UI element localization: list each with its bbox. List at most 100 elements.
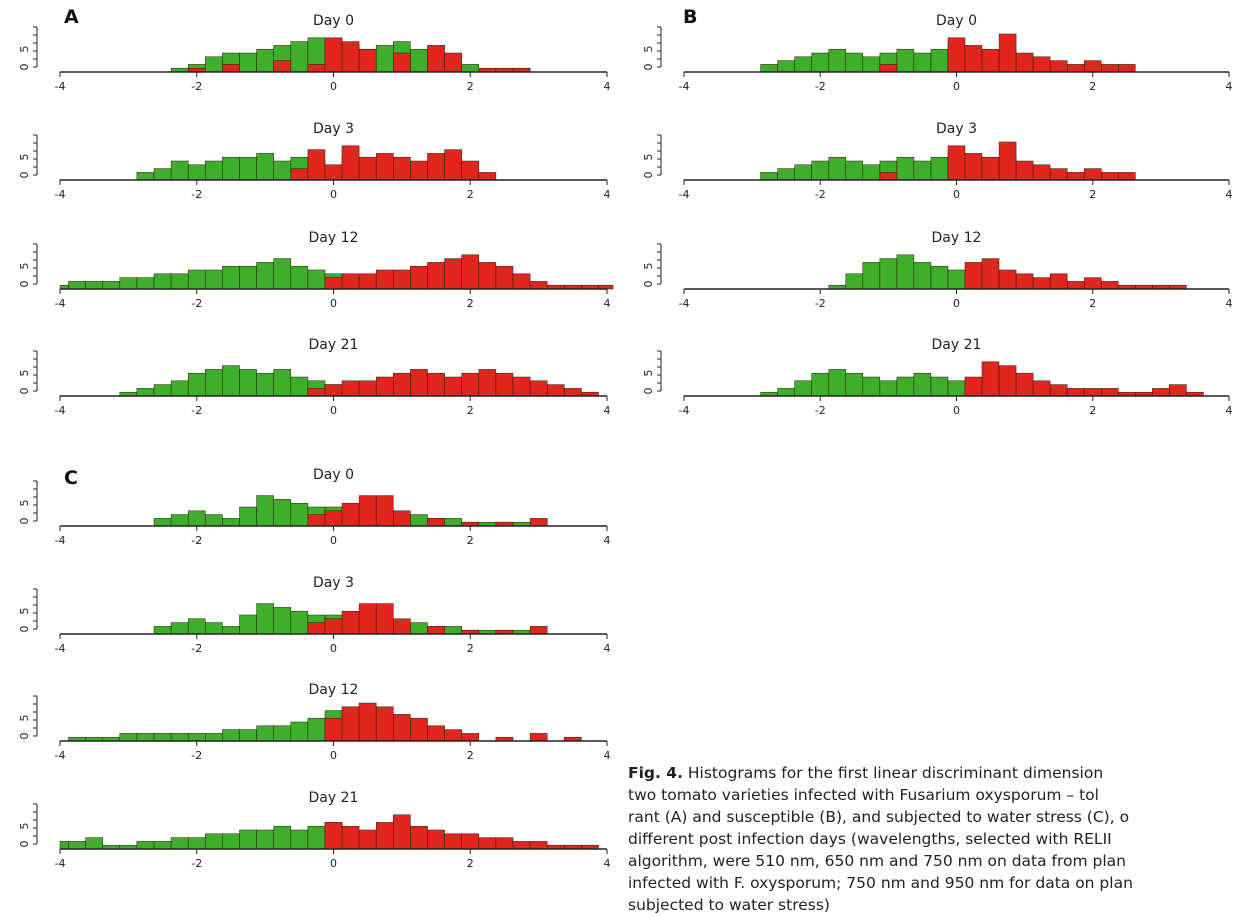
y-tick-label: 5 bbox=[18, 154, 31, 161]
bar-green bbox=[760, 64, 778, 73]
bar-green bbox=[256, 829, 274, 850]
bar-green bbox=[290, 721, 309, 742]
bar-green bbox=[273, 258, 292, 290]
bar-green bbox=[794, 56, 812, 73]
bar-red bbox=[444, 149, 462, 181]
bar-red bbox=[478, 837, 497, 850]
bar-red bbox=[341, 380, 360, 397]
bar-green bbox=[913, 160, 932, 181]
x-tick-label: 4 bbox=[604, 80, 611, 93]
bar-green bbox=[153, 384, 172, 397]
x-tick-label: -4 bbox=[679, 404, 690, 417]
bar-red bbox=[324, 822, 343, 850]
bar-green bbox=[239, 729, 257, 742]
bar-red bbox=[307, 622, 326, 635]
bar-green bbox=[777, 60, 795, 73]
bar-green bbox=[862, 164, 881, 181]
bar-red bbox=[529, 518, 548, 527]
bar-red bbox=[529, 841, 548, 850]
bar-red bbox=[358, 702, 377, 742]
bar-green bbox=[239, 829, 257, 850]
bar-red bbox=[1015, 273, 1034, 290]
caption-line-6: infected with F. oxysporum; 750 nm and 9… bbox=[628, 874, 1133, 892]
bar-green bbox=[896, 48, 915, 73]
bar-green bbox=[811, 160, 829, 181]
day-label: Day 3 bbox=[936, 121, 977, 137]
histogram-a-day-21: Day 21 -4 -2 0 2 4 0 5 bbox=[18, 337, 611, 417]
bar-green bbox=[187, 510, 206, 527]
histogram-b-day-0: Day 0 -4 -2 0 2 4 0 5 bbox=[642, 13, 1233, 93]
y-tick-label: 0 bbox=[18, 518, 31, 525]
bar-red bbox=[393, 156, 411, 181]
bar-green bbox=[205, 56, 223, 73]
bar-green bbox=[205, 733, 223, 742]
bar-red bbox=[964, 376, 983, 397]
y-tick-label: 0 bbox=[642, 388, 655, 395]
bar-red bbox=[375, 603, 394, 635]
day-label: Day 3 bbox=[313, 121, 354, 137]
caption-line-4: different post infection days (wavelengt… bbox=[628, 830, 1112, 848]
bar-green bbox=[256, 725, 274, 742]
x-tick-label: -4 bbox=[55, 80, 66, 93]
x-tick-label: 0 bbox=[330, 857, 337, 870]
bar-green bbox=[187, 269, 206, 290]
bar-red bbox=[341, 706, 360, 742]
day-label: Day 3 bbox=[313, 575, 354, 591]
y-tick-label: 5 bbox=[18, 263, 31, 270]
bar-red bbox=[879, 64, 898, 73]
x-tick-label: 4 bbox=[604, 534, 611, 547]
x-tick-label: 0 bbox=[330, 297, 337, 310]
x-tick-label: 2 bbox=[467, 80, 474, 93]
bar-green bbox=[375, 45, 394, 73]
x-tick-label: 0 bbox=[953, 188, 960, 201]
histogram-b-day-21: Day 21 -4 -2 0 2 4 0 5 bbox=[642, 337, 1233, 417]
bar-red bbox=[375, 706, 394, 742]
x-tick-label: 0 bbox=[330, 188, 337, 201]
histogram-b-day-3: Day 3 -4 -2 0 2 4 0 5 bbox=[642, 121, 1233, 201]
bar-red bbox=[1066, 388, 1085, 397]
bar-green bbox=[828, 156, 847, 181]
bar-green bbox=[290, 502, 309, 527]
bar-red bbox=[1083, 60, 1102, 73]
x-tick-label: -2 bbox=[191, 642, 202, 655]
x-tick-label: -2 bbox=[815, 80, 826, 93]
bar-red bbox=[478, 369, 497, 397]
bar-green bbox=[947, 269, 966, 290]
x-tick-label: 2 bbox=[1089, 404, 1096, 417]
x-tick-label: 0 bbox=[953, 80, 960, 93]
bar-red bbox=[1032, 56, 1051, 73]
bar-red bbox=[1049, 60, 1068, 73]
bar-green bbox=[205, 160, 223, 181]
y-tick-label: 0 bbox=[18, 172, 31, 179]
bar-green bbox=[913, 262, 932, 290]
x-tick-label: 2 bbox=[1089, 188, 1096, 201]
x-tick-label: 4 bbox=[604, 857, 611, 870]
bar-red bbox=[1032, 277, 1051, 290]
bar-green bbox=[136, 841, 155, 850]
bar-red bbox=[564, 388, 582, 397]
bar-green bbox=[187, 837, 206, 850]
x-tick-label: 0 bbox=[953, 297, 960, 310]
day-label: Day 0 bbox=[936, 13, 977, 29]
bar-green bbox=[879, 258, 898, 290]
y-tick-label: 5 bbox=[18, 500, 31, 507]
x-tick-label: -2 bbox=[191, 297, 202, 310]
bar-red bbox=[1032, 380, 1051, 397]
bar-red bbox=[341, 825, 360, 850]
bar-red bbox=[410, 160, 428, 181]
bar-red bbox=[1015, 372, 1034, 397]
x-tick-label: 2 bbox=[467, 857, 474, 870]
bar-green bbox=[187, 618, 206, 635]
bar-red bbox=[495, 265, 514, 290]
bar-red bbox=[981, 258, 1000, 290]
bar-red bbox=[410, 717, 428, 742]
x-tick-label: 2 bbox=[1089, 80, 1096, 93]
bar-red bbox=[324, 618, 343, 635]
bar-green bbox=[153, 626, 172, 635]
caption-line-1: Fig. 4. Histograms for the first linear … bbox=[628, 762, 1237, 784]
day-label: Day 12 bbox=[309, 682, 359, 698]
y-tick-label: 5 bbox=[642, 370, 655, 377]
bar-red bbox=[444, 833, 462, 850]
bar-red bbox=[1118, 172, 1136, 181]
bar-green bbox=[85, 281, 103, 290]
